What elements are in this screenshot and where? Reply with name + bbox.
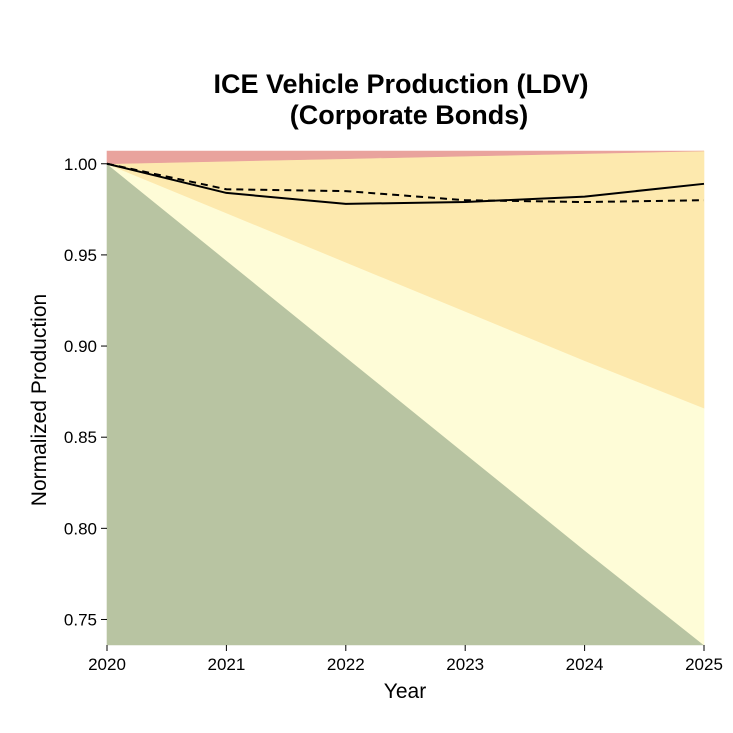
dashed-series-line	[106, 162, 705, 204]
x-tick-label: 2024	[566, 655, 604, 674]
x-axis-label: Year	[384, 680, 426, 703]
plot-area	[106, 150, 705, 646]
solid-series-line	[106, 162, 705, 205]
band-area-4	[106, 150, 705, 165]
x-tick-label: 2020	[88, 655, 126, 674]
series-layer	[106, 162, 705, 205]
x-tick-label: 2025	[685, 655, 723, 674]
chart-subtitle: (Corporate Bonds)	[290, 100, 529, 130]
x-tick-label: 2023	[446, 655, 484, 674]
y-tick-label: 0.80	[64, 519, 97, 538]
x-tick-label: 2021	[207, 655, 245, 674]
y-tick-label: 0.75	[64, 610, 97, 629]
x-axis: 2020 2021 2022 2023 2024 2025	[88, 645, 723, 674]
chart-title: ICE Vehicle Production (LDV)	[213, 69, 588, 99]
y-axis: 0.75 0.80 0.85 0.90 0.95 1.00	[64, 155, 107, 629]
y-tick-label: 0.85	[64, 428, 97, 447]
y-tick-label: 1.00	[64, 155, 97, 174]
x-tick-label: 2022	[327, 655, 365, 674]
y-tick-label: 0.90	[64, 337, 97, 356]
y-tick-label: 0.95	[64, 246, 97, 265]
y-axis-label: Normalized Production	[28, 294, 51, 506]
band-layer	[106, 150, 705, 646]
